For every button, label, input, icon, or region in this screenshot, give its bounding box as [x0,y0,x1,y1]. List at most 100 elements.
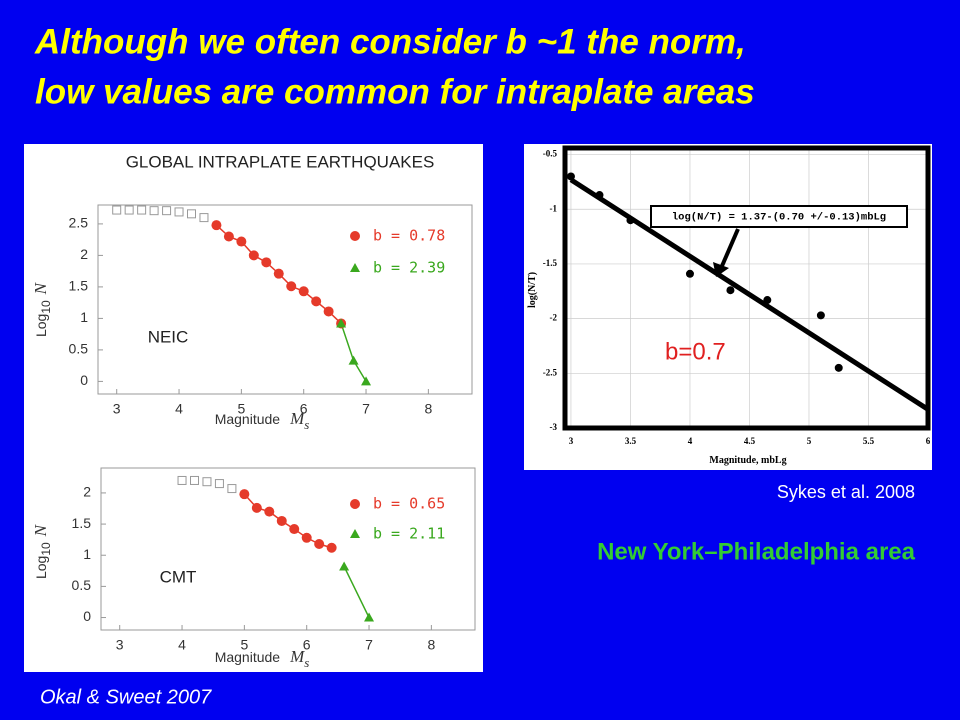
annotation: log(N/T) = 1.37-(0.70 +/-0.13)mbLg [672,211,886,223]
plot-frame [562,145,931,431]
legend-label: b = 2.39 [373,259,445,277]
x-tick-label: 6 [303,637,311,653]
data-point [174,207,184,217]
legend-marker [350,529,360,538]
y-tick-label: 0.5 [72,577,92,593]
x-tick-label: 4 [178,637,186,653]
annotation-arrowhead [713,262,729,277]
data-point [595,191,604,200]
data-point [214,479,224,489]
panel-title: GLOBAL INTRAPLATE EARTHQUAKES [126,152,435,171]
x-tick-label: 8 [427,637,435,653]
x-tick-label: 4 [175,401,183,417]
y-axis-label: log(N/T) [527,272,538,308]
data-point [289,524,300,535]
y-axis-symbol: N [31,523,50,537]
y-tick-label: 1 [80,309,88,325]
x-tick-label: 5 [240,637,248,653]
x-tick-label: 5.5 [863,436,875,446]
x-tick-label: 5 [807,436,812,446]
data-point [286,281,297,292]
y-tick-label: -2.5 [543,367,558,377]
x-tick-label: 3.5 [625,436,637,446]
title-line: Although we often consider b ~1 the norm… [34,22,746,61]
data-point [301,532,312,543]
data-point [261,257,272,268]
x-tick-label: 4.5 [744,436,756,446]
inset-label: CMT [160,567,197,586]
data-point [685,269,694,278]
y-tick-label: 0 [83,608,91,624]
x-tick-label: 6 [300,401,308,417]
y-axis-label: Log [33,314,49,337]
data-point [816,311,825,320]
plot-frame [100,467,476,631]
data-point [298,286,309,297]
credit: Sykes et al. 2008 [777,482,915,502]
data-point [177,475,187,485]
x-tick-label: 8 [424,401,432,417]
legend-marker [350,263,360,272]
data-point [187,209,196,219]
y-tick-label: -2 [550,313,558,323]
left-panel [24,144,483,672]
y-axis-label: log(N/T) [527,272,538,308]
data-point [361,376,372,386]
annotation-arrow [720,228,740,267]
data-point [323,306,334,317]
data-point [190,475,199,485]
x-axis-symbol-sub: s [304,655,309,670]
x-axis-symbol: M [289,647,305,666]
data-point [726,286,735,295]
data-point [763,296,772,305]
x-axis-symbol-sub: s [304,417,309,432]
data-point [211,220,222,231]
x-tick-label: 7 [362,401,370,417]
y-axis-label: Log [33,556,49,579]
data-point [248,250,259,261]
data-point [273,268,284,279]
title-line: low values are common for intraplate are… [35,72,755,111]
data-point [314,539,325,550]
annotation-box [650,205,908,228]
y-axis-label-sub: 10 [39,300,53,314]
x-axis-label: Magnitude Ms [215,409,310,432]
y-tick-label: 0.5 [69,341,89,357]
region-label: New York–Philadelphia area [597,538,916,565]
y-tick-label: 1 [83,546,91,562]
x-tick-label: 3 [116,637,124,653]
data-point [223,231,234,242]
data-point [124,205,134,215]
y-tick-label: 1.5 [69,278,89,294]
data-point [236,236,247,247]
y-axis-label-sub: 10 [39,542,53,556]
data-point [227,484,237,494]
x-tick-label: 3 [113,401,121,417]
y-tick-label: 2.5 [69,215,89,231]
data-point [339,561,350,571]
data-point [276,515,287,526]
y-tick-label: 1.5 [72,515,92,531]
data-point [251,502,262,513]
x-axis-label: Magnitude, mbLg [709,455,786,466]
x-axis-symbol: M [289,409,305,428]
y-tick-label: 2 [83,484,91,500]
data-point [566,172,575,181]
credit: Okal & Sweet 2007 [40,686,212,708]
y-axis-label: Log10 N [31,523,53,579]
data-point [348,355,359,365]
data-point [626,216,635,225]
x-axis-label: Magnitude Ms [215,647,310,670]
plot-frame [97,204,473,395]
data-point [162,206,172,216]
data-point [326,542,337,553]
x-axis-label: Magnitude, mbLg [709,455,786,466]
y-tick-label: -1.5 [543,258,558,268]
y-tick-label: -1 [550,203,558,213]
legend-label: b = 2.11 [373,525,445,543]
right-panel [524,144,932,470]
x-tick-label: 6 [926,436,931,446]
y-tick-label: -0.5 [543,149,558,159]
